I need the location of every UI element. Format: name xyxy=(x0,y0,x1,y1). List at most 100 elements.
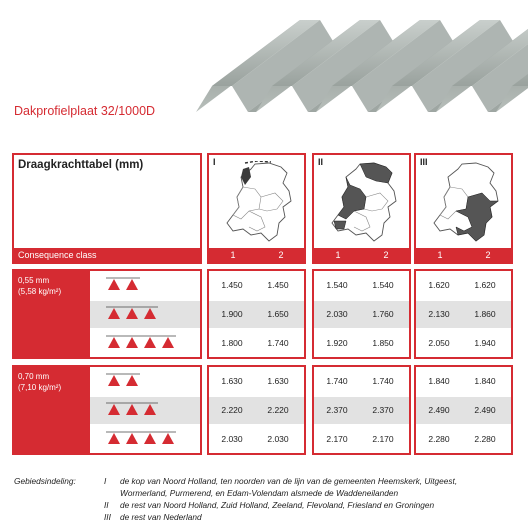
support-diagram xyxy=(106,306,158,319)
red-triangle-support-icon xyxy=(126,308,138,319)
table-cell: 1.800 xyxy=(221,338,243,348)
table-cell: 1.540 xyxy=(372,280,394,290)
zone-column-bar: 1 2 xyxy=(416,248,511,262)
red-triangle-support-icon xyxy=(144,404,156,415)
table-cell: 1.620 xyxy=(474,280,496,290)
table-cell: 2.220 xyxy=(221,405,243,415)
footnote-zone-text: de rest van Nederland xyxy=(120,512,202,522)
table-heading: Draagkrachttabel (mm) xyxy=(18,159,144,171)
table-cell: 2.370 xyxy=(326,405,348,415)
row-band xyxy=(416,397,511,424)
support-diagram xyxy=(106,431,176,444)
corrugated-sheet-image xyxy=(196,20,528,112)
table-cell: 1.920 xyxy=(326,338,348,348)
column-header: 1 xyxy=(437,250,443,260)
row-band xyxy=(209,301,304,328)
table-cell: 2.490 xyxy=(474,405,496,415)
row-band xyxy=(314,301,409,328)
column-header: 1 xyxy=(335,250,341,260)
table-cell: 1.650 xyxy=(267,309,289,319)
red-triangle-support-icon xyxy=(108,433,120,444)
consequence-bar: Consequence class xyxy=(14,248,200,262)
zone-header-panel: III 1 2 xyxy=(414,153,513,264)
zone-column-bar: 1 2 xyxy=(209,248,304,262)
table-cell: 2.280 xyxy=(428,434,450,444)
red-triangle-support-icon xyxy=(126,375,138,386)
values-panel: 1.450 1.450 1.900 1.650 1.800 1.740 xyxy=(207,269,306,359)
thickness-group-panel: 0,55 mm (5,58 kg/m²) xyxy=(12,269,202,359)
red-triangle-support-icon xyxy=(108,375,120,386)
table-cell: 2.370 xyxy=(372,405,394,415)
netherlands-map-icon xyxy=(226,161,292,242)
table-cell: 2.220 xyxy=(267,405,289,415)
table-cell: 2.170 xyxy=(372,434,394,444)
table-cell: 2.030 xyxy=(267,434,289,444)
red-triangle-support-icon xyxy=(126,337,138,348)
column-header: 2 xyxy=(383,250,389,260)
table-cell: 1.840 xyxy=(474,376,496,386)
page-title: Dakprofielplaat 32/1000D xyxy=(14,104,156,118)
zone-label: I xyxy=(213,157,216,167)
footnote-zone-number: III xyxy=(104,512,111,522)
red-triangle-support-icon xyxy=(144,308,156,319)
table-heading-panel: Draagkrachttabel (mm) Consequence class xyxy=(12,153,202,264)
footnote-zone-text: de rest van Noord Holland, Zuid Holland,… xyxy=(120,500,435,510)
netherlands-map-icon xyxy=(433,162,499,242)
zone-header-panel: II 1 2 xyxy=(312,153,411,264)
table-cell: 1.860 xyxy=(474,309,496,319)
red-triangle-support-icon xyxy=(108,404,120,415)
values-panel: 1.740 1.740 2.370 2.370 2.170 2.170 xyxy=(312,365,411,455)
row-band xyxy=(314,397,409,424)
table-cell: 2.050 xyxy=(428,338,450,348)
table-cell: 1.850 xyxy=(372,338,394,348)
red-triangle-support-icon xyxy=(162,337,174,348)
values-panel: 1.540 1.540 2.030 1.760 1.920 1.850 xyxy=(312,269,411,359)
red-triangle-support-icon xyxy=(144,433,156,444)
red-triangle-support-icon xyxy=(126,433,138,444)
zone-label: III xyxy=(420,157,428,167)
table-cell: 1.540 xyxy=(326,280,348,290)
row-band xyxy=(90,301,200,328)
weight-label: (5,58 kg/m²) xyxy=(18,287,62,296)
row-band xyxy=(416,301,511,328)
footnote-zone-text: de kop van Noord Holland, ten noorden va… xyxy=(120,476,458,486)
table-cell: 1.900 xyxy=(221,309,243,319)
red-triangle-support-icon xyxy=(126,279,138,290)
red-triangle-support-icon xyxy=(108,279,120,290)
table-cell: 2.280 xyxy=(474,434,496,444)
support-diagram xyxy=(106,277,140,290)
table-cell: 1.740 xyxy=(326,376,348,386)
zone-column-bar: 1 2 xyxy=(314,248,409,262)
table-cell: 1.450 xyxy=(221,280,243,290)
zone-label: II xyxy=(318,157,324,167)
footnote-zone-text: Wormerland, Purmerend, en Edam-Volendam … xyxy=(120,488,399,498)
table-cell: 2.030 xyxy=(221,434,243,444)
table-cell: 1.760 xyxy=(372,309,394,319)
values-panel: 1.620 1.620 2.130 1.860 2.050 1.940 xyxy=(414,269,513,359)
support-diagram xyxy=(106,335,176,348)
footnote-zone-number: II xyxy=(104,500,109,510)
table-cell: 2.130 xyxy=(428,309,450,319)
column-header: 2 xyxy=(278,250,284,260)
table-cell: 1.740 xyxy=(267,338,289,348)
red-triangle-support-icon xyxy=(162,433,174,444)
values-panel: 1.840 1.840 2.490 2.490 2.280 2.280 xyxy=(414,365,513,455)
support-diagram xyxy=(106,402,158,415)
table-cell: 1.630 xyxy=(221,376,243,386)
red-triangle-support-icon xyxy=(126,404,138,415)
footnote-label: Gebiedsindeling: xyxy=(14,476,76,486)
table-cell: 1.630 xyxy=(267,376,289,386)
table-cell: 1.840 xyxy=(428,376,450,386)
red-triangle-support-icon xyxy=(108,308,120,319)
table-cell: 2.030 xyxy=(326,309,348,319)
weight-label: (7,10 kg/m²) xyxy=(18,383,62,392)
column-header: 1 xyxy=(230,250,236,260)
red-triangle-support-icon xyxy=(108,337,120,348)
thickness-label: 0,55 mm xyxy=(18,276,50,285)
table-cell: 2.170 xyxy=(326,434,348,444)
thickness-label: 0,70 mm xyxy=(18,372,50,381)
red-triangle-support-icon xyxy=(144,337,156,348)
footnote-zone-number: I xyxy=(104,476,107,486)
table-cell: 1.940 xyxy=(474,338,496,348)
table-cell: 2.490 xyxy=(428,405,450,415)
